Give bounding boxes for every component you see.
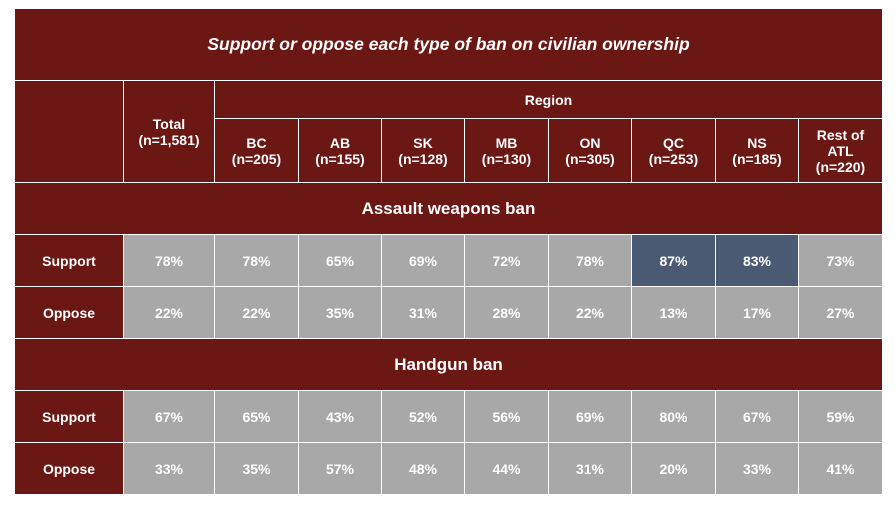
- table-body: Support or oppose each type of ban on ci…: [14, 8, 883, 495]
- column-header-line: (n=155): [315, 150, 365, 167]
- row-label: Oppose: [14, 286, 124, 339]
- value-cell: 78%: [214, 234, 299, 287]
- section-header-row: Assault weapons ban: [14, 182, 883, 235]
- value-cell: 78%: [548, 234, 632, 287]
- column-header-5: ON (n=305): [548, 118, 632, 183]
- column-header-6: QC (n=253): [631, 118, 716, 183]
- column-header-name: Rest of: [816, 126, 865, 143]
- value-cell: 13%: [631, 286, 716, 339]
- table-row: Oppose 22% 22% 35% 31% 28% 22% 13% 17% 27%: [14, 286, 883, 339]
- value-cell: 41%: [798, 442, 883, 495]
- value-cell: 65%: [214, 390, 299, 443]
- value-cell: 31%: [381, 286, 465, 339]
- value-cell: 56%: [464, 390, 549, 443]
- column-header-7: NS (n=185): [715, 118, 799, 183]
- value-cell: 31%: [548, 442, 632, 495]
- value-cell: 48%: [381, 442, 465, 495]
- table-title: Support or oppose each type of ban on ci…: [14, 8, 883, 81]
- column-header-line: (n=205): [231, 150, 282, 167]
- value-cell: 17%: [715, 286, 799, 339]
- column-header-name: NS: [747, 134, 767, 151]
- region-columns-row: BC (n=205) AB (n=155) SK (n=128) MB (n=130) ON (n…: [15, 118, 883, 183]
- column-header-line: (n=128): [398, 150, 448, 167]
- value-cell: 35%: [214, 442, 299, 495]
- row-label: Support: [14, 390, 124, 443]
- column-header-3: SK (n=128): [381, 118, 465, 183]
- column-header-line: (n=305): [565, 150, 615, 167]
- column-header-4: MB (n=130): [464, 118, 549, 183]
- table-row: Oppose 33% 35% 57% 48% 44% 31% 20% 33% 41%: [14, 442, 883, 495]
- value-cell: 33%: [715, 442, 799, 495]
- column-header-line: (n=220): [815, 158, 866, 175]
- value-cell: 27%: [798, 286, 883, 339]
- column-header-8: Rest of ATL (n=220): [798, 118, 883, 183]
- column-header-name: QC: [663, 134, 684, 151]
- value-cell: 28%: [464, 286, 549, 339]
- region-header: Region: [214, 80, 883, 119]
- value-cell: 80%: [631, 390, 716, 443]
- column-header-line: (n=130): [481, 150, 532, 167]
- value-cell: 20%: [631, 442, 716, 495]
- survey-table: Support or oppose each type of ban on ci…: [14, 8, 883, 495]
- section-header-row: Handgun ban: [14, 338, 883, 391]
- column-header-line: (n=253): [648, 150, 699, 167]
- section-title: Handgun ban: [14, 338, 883, 391]
- column-header-total: Total (n=1,581): [123, 80, 215, 183]
- value-cell: 43%: [298, 390, 382, 443]
- table-row: Support 78% 78% 65% 69% 72% 78% 87% 83% 73%: [14, 234, 883, 287]
- value-cell: 33%: [123, 442, 215, 495]
- column-header-name: SK: [413, 134, 433, 151]
- value-cell: 72%: [464, 234, 549, 287]
- value-cell: 73%: [798, 234, 883, 287]
- column-header-name: Total: [152, 115, 186, 132]
- row-label: Oppose: [14, 442, 124, 495]
- value-cell: 35%: [298, 286, 382, 339]
- survey-table-container: Support or oppose each type of ban on ci…: [14, 8, 883, 495]
- value-cell: 78%: [123, 234, 215, 287]
- column-header-name: BC: [246, 134, 267, 151]
- column-header-name: ON: [579, 134, 601, 151]
- section-title: Assault weapons ban: [14, 182, 883, 235]
- column-header-n: (n=1,581): [138, 131, 200, 148]
- value-cell: 22%: [123, 286, 215, 339]
- value-cell: 67%: [123, 390, 215, 443]
- value-cell: 52%: [381, 390, 465, 443]
- value-cell: 65%: [298, 234, 382, 287]
- value-cell: 69%: [381, 234, 465, 287]
- table-row: Support 67% 65% 43% 52% 56% 69% 80% 67% 59%: [14, 390, 883, 443]
- column-header-1: BC (n=205): [214, 118, 299, 183]
- column-header-name: MB: [495, 134, 518, 151]
- row-label-header: [14, 80, 124, 183]
- value-cell: 22%: [214, 286, 299, 339]
- value-cell: 22%: [548, 286, 632, 339]
- column-header-line: (n=185): [732, 150, 782, 167]
- value-cell: 59%: [798, 390, 883, 443]
- value-cell: 83%: [715, 234, 799, 287]
- value-cell: 57%: [298, 442, 382, 495]
- value-cell: 44%: [464, 442, 549, 495]
- column-header-2: AB (n=155): [298, 118, 382, 183]
- row-label: Support: [14, 234, 124, 287]
- column-header-line: ATL: [827, 142, 854, 159]
- column-header-name: AB: [329, 134, 351, 151]
- value-cell: 69%: [548, 390, 632, 443]
- value-cell: 67%: [715, 390, 799, 443]
- value-cell: 87%: [631, 234, 716, 287]
